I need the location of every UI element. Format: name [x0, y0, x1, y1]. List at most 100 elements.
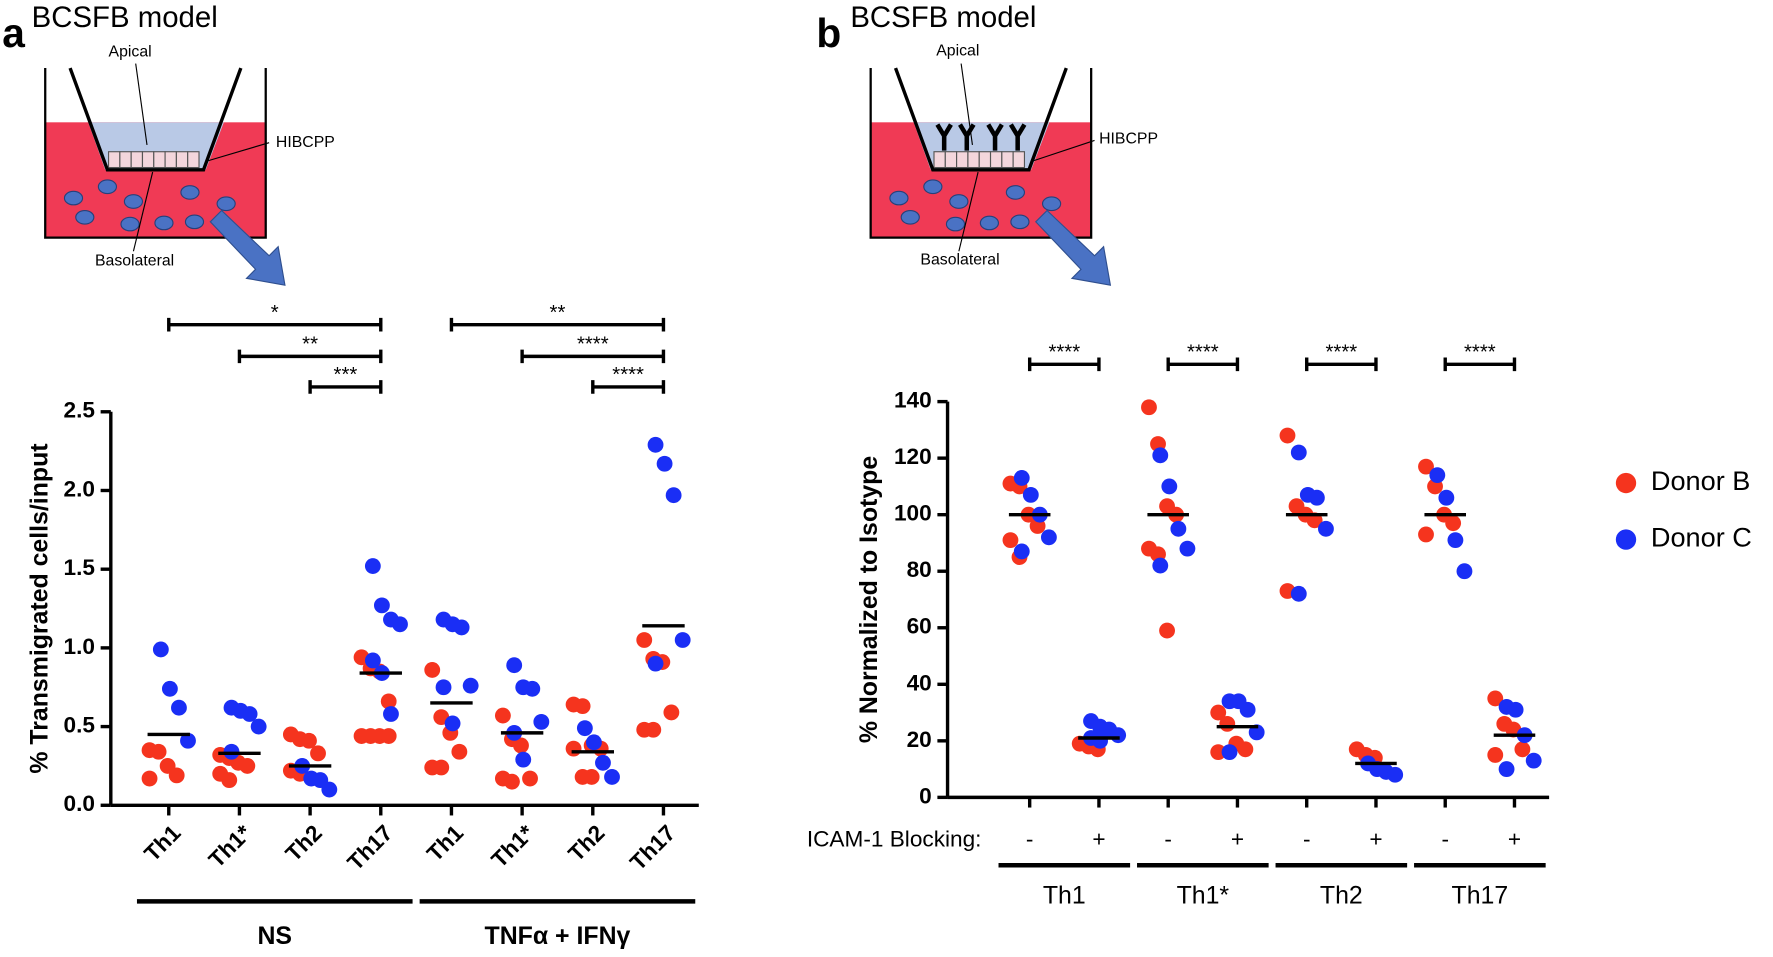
data-point	[424, 662, 441, 678]
data-point	[373, 597, 390, 614]
x-tick-label: -	[1303, 826, 1311, 851]
data-point	[364, 558, 381, 574]
data-point	[462, 677, 479, 694]
group-label: NS	[257, 922, 292, 950]
data-point	[1221, 744, 1238, 761]
data-point	[1210, 744, 1227, 761]
data-point	[1387, 766, 1404, 783]
diagram-label: Basolateral	[920, 251, 999, 268]
y-tick-label: 1.0	[64, 634, 95, 659]
group-label: Th1*	[1177, 881, 1230, 909]
data-point	[1418, 526, 1434, 543]
data-point	[1456, 563, 1473, 580]
data-point	[674, 632, 691, 648]
data-point	[1514, 741, 1531, 758]
data-point	[1210, 704, 1227, 721]
data-point	[533, 713, 550, 730]
data-point	[1498, 761, 1515, 778]
x-tick-label: +	[1369, 826, 1382, 851]
data-point	[1239, 701, 1256, 718]
data-point	[515, 751, 532, 768]
data-point	[241, 706, 258, 722]
diagram-label: Basolateral	[95, 253, 174, 270]
data-point	[583, 769, 600, 785]
data-point	[1040, 529, 1057, 546]
y-tick-label: 0.5	[64, 713, 95, 738]
data-point	[1141, 399, 1157, 416]
y-tick-label: 100	[894, 501, 932, 526]
x-tick-label: Th2	[563, 820, 609, 866]
y-tick-label: 140	[894, 388, 932, 413]
y-tick-label: 0	[919, 783, 932, 808]
data-point	[1418, 458, 1434, 475]
data-point	[1507, 701, 1524, 718]
group-label: Th1	[1043, 881, 1086, 909]
data-point	[444, 715, 461, 732]
significance-label: *	[271, 302, 279, 324]
data-point	[1159, 622, 1175, 639]
group-label: Th17	[1452, 881, 1509, 909]
significance-label: ****	[1464, 341, 1496, 363]
significance-bracket	[1166, 357, 1240, 372]
data-point	[301, 732, 317, 749]
data-point	[321, 781, 338, 798]
significance-bracket	[1305, 357, 1378, 372]
data-point	[380, 728, 397, 744]
data-point	[645, 721, 662, 738]
data-point	[141, 770, 158, 787]
data-point	[1429, 467, 1446, 484]
y-tick-label: 2.5	[64, 398, 95, 423]
data-point	[494, 707, 511, 724]
data-point	[1290, 585, 1307, 602]
data-point	[1438, 489, 1455, 506]
data-point	[1318, 520, 1334, 537]
y-axis-title: % Normalized to Isotype	[855, 456, 883, 743]
data-point	[1279, 427, 1296, 444]
data-point	[1445, 515, 1462, 532]
significance-label: ****	[1187, 341, 1219, 363]
data-point	[647, 436, 664, 453]
data-point	[663, 704, 680, 721]
significance-label: ****	[1326, 341, 1358, 363]
y-tick-label: 0.0	[64, 791, 95, 816]
x-tick-label: -	[1164, 826, 1172, 851]
data-point	[168, 767, 185, 784]
diagram-label: Apical	[936, 42, 979, 59]
data-point	[1308, 489, 1325, 506]
data-point	[656, 455, 673, 472]
data-point	[453, 619, 470, 636]
y-tick-label: 2.0	[64, 476, 95, 501]
data-point	[1525, 752, 1542, 769]
data-point	[1092, 732, 1108, 749]
data-point	[433, 759, 450, 776]
y-tick-label: 1.5	[64, 555, 95, 580]
x-tick-label: Th1*	[487, 820, 539, 872]
data-point	[451, 743, 468, 760]
panel-label: b	[816, 10, 841, 56]
legend-marker	[1615, 529, 1637, 550]
data-point	[1290, 444, 1307, 461]
significance-bracket	[308, 380, 383, 394]
x-tick-label: +	[1092, 826, 1105, 851]
x-tick-label: +	[1508, 826, 1521, 851]
significance-label: ****	[612, 364, 644, 386]
x-tick-label: -	[1026, 826, 1034, 851]
diagram-label: HIBCPP	[276, 134, 335, 151]
data-point	[364, 652, 381, 669]
diagram	[44, 63, 286, 286]
significance-label: **	[302, 333, 318, 355]
data-point	[1013, 543, 1030, 560]
group-label: TNFα + IFNγ	[485, 922, 631, 950]
data-point	[383, 706, 399, 722]
diagram-title: BCSFB model	[850, 1, 1036, 34]
x-tick-label: Th17	[343, 820, 398, 875]
significance-label: ****	[1048, 341, 1080, 363]
data-point	[161, 680, 178, 697]
data-point	[1161, 478, 1178, 495]
x-tick-label: Th2	[281, 820, 327, 866]
data-point	[524, 680, 541, 697]
y-tick-label: 20	[907, 727, 932, 752]
data-point	[604, 769, 620, 785]
